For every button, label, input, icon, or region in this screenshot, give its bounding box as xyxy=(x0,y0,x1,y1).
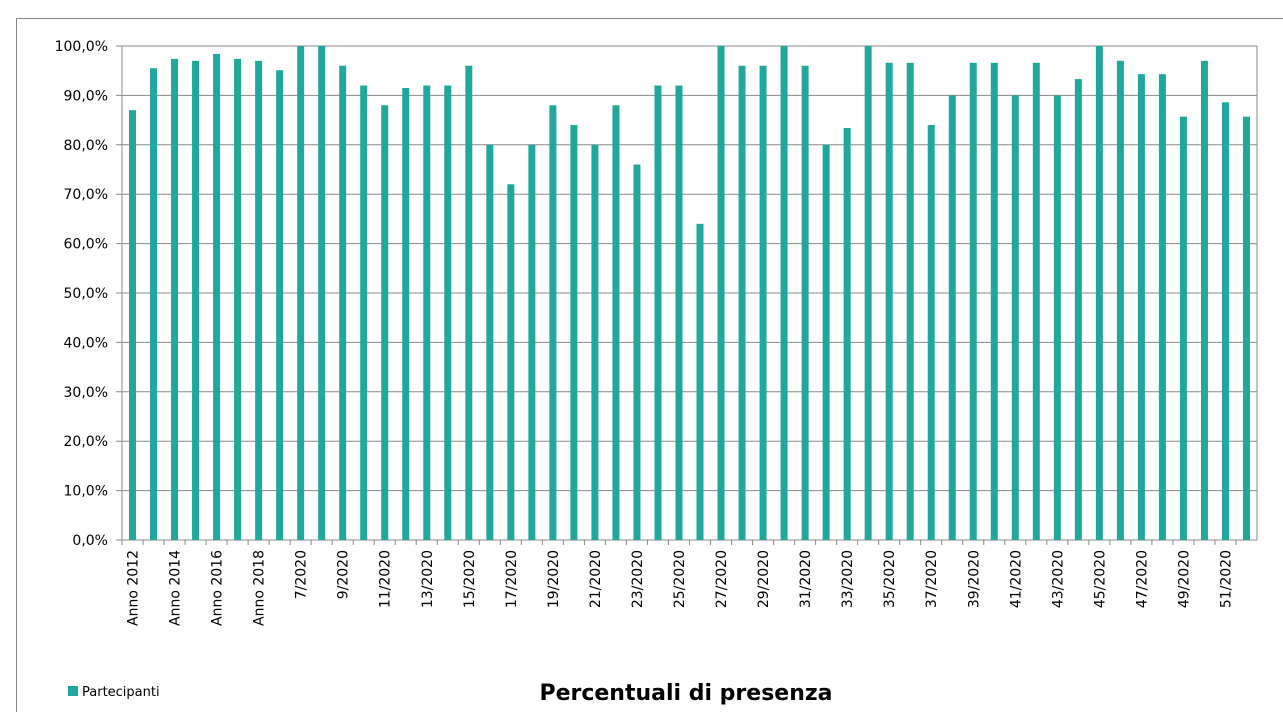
bar xyxy=(1242,116,1250,540)
y-tick-label: 100,0% xyxy=(55,39,108,55)
bar xyxy=(1200,60,1208,540)
bar xyxy=(402,87,410,541)
bar xyxy=(654,85,662,541)
x-tick-label: 51/2020 xyxy=(1218,550,1234,608)
bar xyxy=(1095,46,1103,540)
chart-title: Percentuali di presenza xyxy=(539,681,832,706)
bar xyxy=(633,164,641,540)
x-tick-label: Anno 2012 xyxy=(126,550,142,626)
bar xyxy=(822,144,830,541)
y-tick-label: 70,0% xyxy=(64,187,108,203)
bar xyxy=(1116,60,1124,540)
bar xyxy=(780,46,788,540)
bar xyxy=(1011,95,1019,541)
bar xyxy=(738,65,746,540)
x-tick-label: 41/2020 xyxy=(1008,550,1024,608)
bar xyxy=(696,223,704,540)
bar xyxy=(717,46,725,540)
x-tick-label: 9/2020 xyxy=(336,550,352,599)
bar xyxy=(549,105,557,540)
y-tick-label: 90,0% xyxy=(64,88,108,104)
bar xyxy=(864,46,872,540)
bar xyxy=(381,105,389,540)
x-tick-label: 27/2020 xyxy=(714,550,730,608)
y-tick-label: 0,0% xyxy=(72,533,108,549)
bar xyxy=(801,65,809,540)
bar xyxy=(444,85,452,541)
x-tick-label: 45/2020 xyxy=(1092,550,1108,608)
x-tick-label: 35/2020 xyxy=(882,550,898,608)
bar xyxy=(885,62,893,541)
bar xyxy=(171,58,179,541)
x-tick-label: Anno 2018 xyxy=(252,550,268,626)
x-tick-label: Anno 2016 xyxy=(210,550,226,626)
x-tick-label: 31/2020 xyxy=(798,550,814,608)
bar xyxy=(1032,62,1040,541)
bar xyxy=(906,62,914,541)
bar xyxy=(1137,74,1145,541)
y-tick-label: 20,0% xyxy=(64,434,108,450)
bar xyxy=(297,46,305,540)
bar xyxy=(192,60,200,540)
bar xyxy=(1221,102,1229,540)
y-tick-label: 60,0% xyxy=(64,237,108,253)
bar xyxy=(675,85,683,541)
bar xyxy=(969,62,977,541)
bar xyxy=(843,128,851,540)
bar xyxy=(759,65,767,540)
x-tick-label: 11/2020 xyxy=(378,550,394,608)
bar xyxy=(276,70,284,541)
bar xyxy=(423,85,431,541)
x-tick-label: 23/2020 xyxy=(630,550,646,608)
bar xyxy=(990,62,998,541)
bar xyxy=(339,65,347,540)
bar xyxy=(528,144,536,541)
x-tick-label: 17/2020 xyxy=(504,550,520,608)
x-tick-label: 49/2020 xyxy=(1176,550,1192,608)
bar xyxy=(1053,95,1061,541)
x-tick-label: 29/2020 xyxy=(756,550,772,608)
bar xyxy=(213,53,221,541)
bar xyxy=(612,105,620,540)
bar xyxy=(1158,74,1166,541)
legend-swatch xyxy=(68,686,78,696)
x-tick-label: 37/2020 xyxy=(924,550,940,608)
y-tick-label: 80,0% xyxy=(64,138,108,154)
x-tick-label: 33/2020 xyxy=(840,550,856,608)
bar xyxy=(318,46,326,540)
x-tick-label: Anno 2014 xyxy=(168,550,184,626)
bar xyxy=(255,60,263,540)
bar xyxy=(1179,116,1187,540)
bar xyxy=(507,184,515,540)
x-tick-label: 39/2020 xyxy=(966,550,982,608)
bar xyxy=(129,110,137,540)
bar xyxy=(570,125,578,540)
x-tick-label: 13/2020 xyxy=(420,550,436,608)
x-tick-label: 25/2020 xyxy=(672,550,688,608)
bar xyxy=(486,144,494,541)
x-tick-label: 43/2020 xyxy=(1050,550,1066,608)
bar xyxy=(1074,79,1082,541)
y-tick-label: 30,0% xyxy=(64,385,108,401)
y-tick-label: 50,0% xyxy=(64,286,108,302)
bar xyxy=(948,95,956,541)
bar xyxy=(360,85,368,541)
bar xyxy=(150,68,158,540)
x-tick-label: 19/2020 xyxy=(546,550,562,608)
y-tick-label: 10,0% xyxy=(64,484,108,500)
bar xyxy=(591,144,599,541)
x-tick-label: 47/2020 xyxy=(1134,550,1150,608)
x-tick-label: 15/2020 xyxy=(462,550,478,608)
y-tick-label: 40,0% xyxy=(64,335,108,351)
bar xyxy=(927,125,935,540)
legend-label: Partecipanti xyxy=(82,685,160,700)
x-tick-label: 21/2020 xyxy=(588,550,604,608)
bar xyxy=(465,65,473,540)
chart-border xyxy=(16,18,1283,712)
bar xyxy=(234,58,242,541)
x-tick-label: 7/2020 xyxy=(294,550,310,599)
